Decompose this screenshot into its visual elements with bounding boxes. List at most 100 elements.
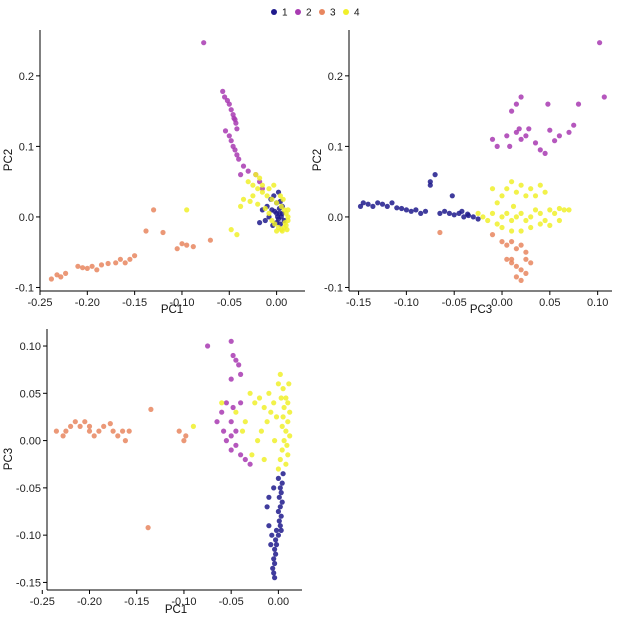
data-point-cluster-2 xyxy=(533,140,538,145)
data-point-cluster-2 xyxy=(231,405,236,410)
data-point-cluster-1 xyxy=(273,537,278,542)
data-point-cluster-4 xyxy=(285,207,290,212)
y-tick-label: 0.10 xyxy=(20,341,41,353)
data-point-cluster-2 xyxy=(543,151,548,156)
data-point-cluster-2 xyxy=(214,419,219,424)
x-tick-label: -0.25 xyxy=(27,297,52,309)
data-point-cluster-1 xyxy=(276,509,281,514)
legend-label-3: 3 xyxy=(330,8,336,19)
data-point-cluster-4 xyxy=(282,438,287,443)
data-point-cluster-4 xyxy=(241,197,246,202)
data-point-cluster-2 xyxy=(227,102,232,107)
data-point-cluster-4 xyxy=(262,405,267,410)
data-point-cluster-4 xyxy=(490,186,495,191)
data-point-cluster-1 xyxy=(271,556,276,561)
data-point-cluster-3 xyxy=(519,243,524,248)
y-tick-label: -0.15 xyxy=(16,577,41,589)
data-point-cluster-3 xyxy=(123,438,128,443)
data-point-cluster-4 xyxy=(519,228,524,233)
data-point-cluster-2 xyxy=(229,447,234,452)
x-tick-label: -0.25 xyxy=(30,596,55,608)
data-point-cluster-1 xyxy=(433,172,438,177)
legend-label-2: 2 xyxy=(306,8,312,19)
data-point-cluster-1 xyxy=(370,204,375,209)
data-point-cluster-3 xyxy=(85,266,90,271)
data-point-cluster-4 xyxy=(538,221,543,226)
data-point-cluster-4 xyxy=(285,452,290,457)
data-point-cluster-4 xyxy=(538,183,543,188)
data-point-cluster-4 xyxy=(557,206,562,211)
data-point-cluster-1 xyxy=(279,528,284,533)
data-point-cluster-4 xyxy=(229,227,234,232)
data-point-cluster-2 xyxy=(233,429,238,434)
data-point-cluster-4 xyxy=(543,218,548,223)
data-point-cluster-3 xyxy=(177,429,182,434)
data-point-cluster-4 xyxy=(480,214,485,219)
legend-dot-4 xyxy=(343,9,349,15)
panel-pc3-pc2: -0.15 -0.10 -0.05 0.00 0.05 0.10-0.10.00.10.2… xyxy=(312,30,612,316)
data-point-cluster-2 xyxy=(495,144,500,149)
x-tick-label: -0.05 xyxy=(219,596,244,608)
data-point-cluster-2 xyxy=(523,133,528,138)
data-point-cluster-3 xyxy=(504,243,509,248)
data-point-cluster-4 xyxy=(266,186,271,191)
data-point-cluster-4 xyxy=(490,211,495,216)
data-point-cluster-3 xyxy=(63,429,68,434)
data-point-cluster-4 xyxy=(283,462,288,467)
data-point-cluster-2 xyxy=(234,126,239,131)
data-point-cluster-1 xyxy=(266,495,271,500)
data-point-cluster-2 xyxy=(241,164,246,169)
data-point-cluster-4 xyxy=(519,211,524,216)
x-tick-label: 0.00 xyxy=(266,297,287,309)
data-point-cluster-1 xyxy=(274,528,279,533)
data-point-cluster-4 xyxy=(260,183,265,188)
data-point-cluster-4 xyxy=(271,183,276,188)
data-point-cluster-2 xyxy=(233,443,238,448)
data-point-cluster-4 xyxy=(476,211,481,216)
data-point-cluster-1 xyxy=(276,216,281,221)
data-point-cluster-4 xyxy=(248,391,253,396)
data-point-cluster-4 xyxy=(269,197,274,202)
data-point-cluster-2 xyxy=(227,133,232,138)
data-point-cluster-1 xyxy=(268,542,273,547)
legend-dot-3 xyxy=(319,9,325,15)
data-point-cluster-1 xyxy=(423,209,428,214)
data-point-cluster-4 xyxy=(234,232,239,237)
data-point-cluster-2 xyxy=(238,452,243,457)
data-point-cluster-3 xyxy=(509,239,514,244)
data-point-cluster-1 xyxy=(428,183,433,188)
data-point-cluster-2 xyxy=(547,128,552,133)
data-point-cluster-2 xyxy=(514,102,519,107)
data-point-cluster-3 xyxy=(58,274,63,279)
data-point-cluster-2 xyxy=(238,372,243,377)
data-point-cluster-4 xyxy=(252,400,257,405)
data-point-cluster-4 xyxy=(519,183,524,188)
data-point-cluster-3 xyxy=(61,433,66,438)
data-point-cluster-4 xyxy=(281,386,286,391)
data-point-cluster-2 xyxy=(229,433,234,438)
y-tick-label: 0.00 xyxy=(20,436,41,448)
data-point-cluster-1 xyxy=(279,514,284,519)
data-point-cluster-2 xyxy=(221,429,226,434)
legend-label-4: 4 xyxy=(354,8,360,19)
data-point-cluster-4 xyxy=(509,179,514,184)
data-point-cluster-4 xyxy=(266,391,271,396)
data-point-cluster-2 xyxy=(552,138,557,143)
data-point-cluster-2 xyxy=(223,128,228,133)
data-point-cluster-2 xyxy=(545,102,550,107)
legend-dot-2 xyxy=(295,9,301,15)
data-point-cluster-4 xyxy=(259,429,264,434)
data-point-cluster-4 xyxy=(562,207,567,212)
data-point-cluster-3 xyxy=(143,228,148,233)
data-point-cluster-3 xyxy=(499,239,504,244)
data-point-cluster-4 xyxy=(514,190,519,195)
data-point-cluster-4 xyxy=(253,172,258,177)
data-point-cluster-3 xyxy=(504,257,509,262)
data-point-cluster-3 xyxy=(160,230,165,235)
data-point-cluster-3 xyxy=(519,278,524,283)
data-point-cluster-2 xyxy=(236,362,241,367)
y-tick-label: 0.05 xyxy=(20,388,41,400)
data-point-cluster-3 xyxy=(54,429,59,434)
data-point-cluster-4 xyxy=(276,381,281,386)
data-point-cluster-4 xyxy=(272,438,277,443)
